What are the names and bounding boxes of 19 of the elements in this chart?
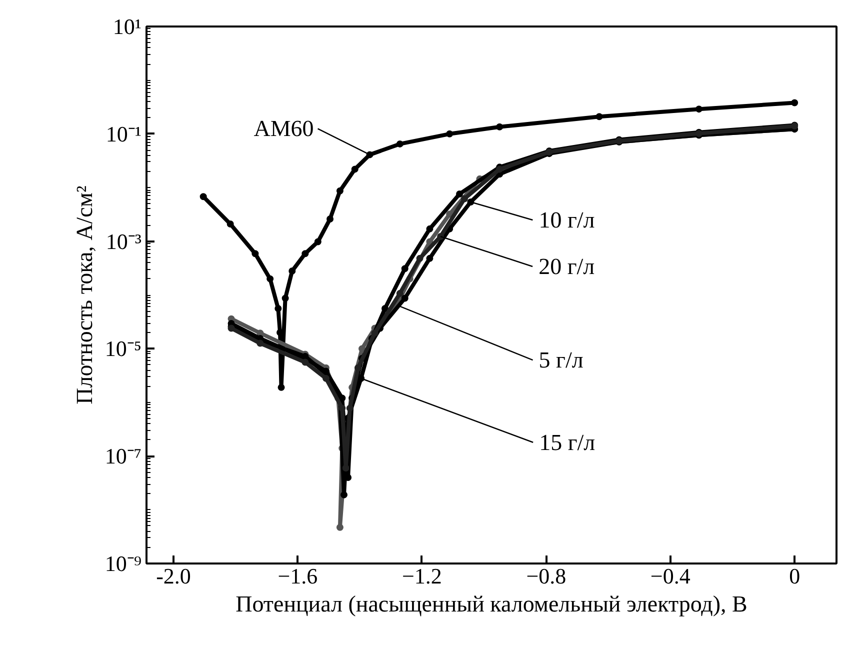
annotation: 10 г/л	[538, 207, 595, 232]
y-tick-label: 10⁻³	[106, 228, 142, 254]
x-tick-label: 0	[789, 564, 800, 588]
annotation: AM60	[254, 116, 314, 142]
y-tick-label: 10¹	[112, 14, 142, 39]
x-tick-label: −0.4	[650, 564, 690, 588]
x-tick-label: −1.6	[278, 564, 318, 588]
y-tick-label: 10⁻¹	[106, 121, 142, 146]
y-tick-label: 10⁻⁷	[104, 444, 142, 469]
x-tick-label: −1.2	[402, 564, 442, 588]
y-tick-label: 10⁻⁹	[104, 551, 142, 576]
annotation: 20 г/л	[538, 254, 595, 279]
annotation: 15 г/л	[539, 430, 596, 455]
y-tick-label: 10⁻⁵	[104, 336, 142, 362]
annotation: 5 г/л	[538, 348, 584, 373]
x-axis-title: Потенциал (насыщенный каломельный электрод), В	[236, 592, 748, 616]
y-axis-title: Плотность тока, А/см²	[72, 186, 97, 404]
x-tick-label: -2.0	[156, 564, 191, 588]
x-tick-label: −0.8	[526, 564, 566, 588]
